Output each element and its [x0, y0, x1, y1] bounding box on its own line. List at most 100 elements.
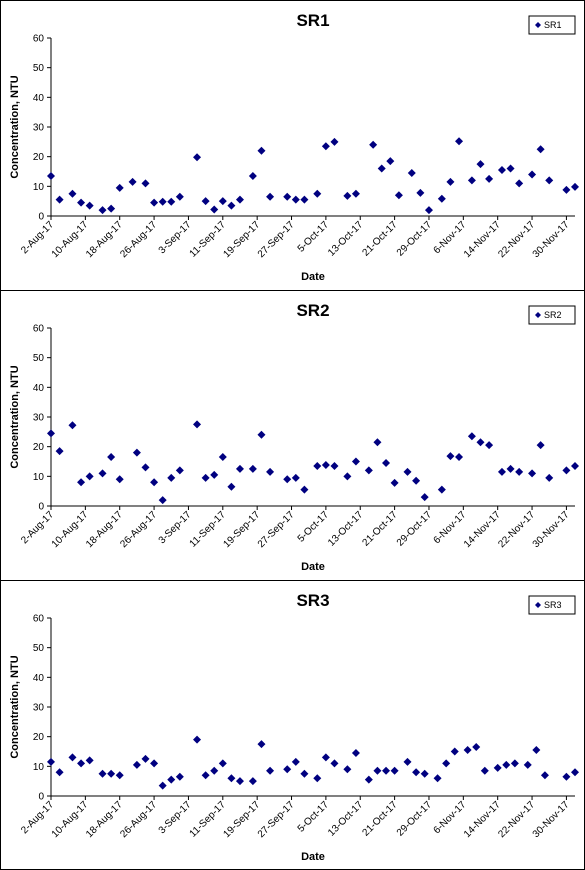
data-point [300, 195, 309, 204]
data-point [510, 759, 519, 768]
data-point [85, 756, 94, 765]
x-axis-label: Date [301, 271, 325, 283]
data-point [210, 205, 219, 214]
data-point [150, 198, 159, 207]
data-point [175, 466, 184, 475]
data-point [343, 472, 352, 481]
data-point [321, 142, 330, 151]
data-point [515, 179, 524, 188]
data-point [141, 754, 150, 763]
legend-marker [535, 22, 541, 28]
data-point [437, 485, 446, 494]
data-point [77, 198, 86, 207]
chart-title: SR2 [296, 301, 329, 320]
data-point [424, 206, 433, 215]
x-tick-label: 27-Sep-17 [256, 509, 297, 550]
data-point [283, 475, 292, 484]
data-point [343, 191, 352, 200]
data-point [227, 482, 236, 491]
data-point [321, 461, 330, 470]
y-axis-label: Concentration, NTU [9, 655, 21, 758]
data-point [528, 469, 537, 478]
data-point [150, 478, 159, 487]
x-tick-label: 26-Aug-17 [118, 219, 159, 260]
data-point [158, 496, 167, 505]
data-point [545, 176, 554, 185]
data-point [382, 766, 391, 775]
legend-marker [535, 312, 541, 318]
data-point [235, 464, 244, 473]
y-tick-label: 10 [33, 762, 45, 773]
chart-panel-sr2: SR2 0 10 20 30 40 50 60 2-Aug-17 10-Aug-17 18-Aug-… [0, 290, 585, 581]
data-point [472, 743, 481, 752]
x-tick-label: 26-Aug-17 [118, 509, 159, 550]
data-point [158, 781, 167, 790]
y-tick-label: 50 [33, 353, 45, 364]
data-point [330, 461, 339, 470]
data-point [77, 478, 86, 487]
data-point [390, 478, 399, 487]
data-point [528, 170, 537, 179]
x-tick-label: 13-Oct-17 [326, 219, 366, 259]
data-point [248, 464, 257, 473]
data-point [175, 772, 184, 781]
data-point [536, 441, 545, 450]
data-point [283, 192, 292, 201]
data-point [68, 189, 77, 198]
data-point [55, 447, 64, 456]
data-point [455, 137, 464, 146]
y-axis-label: Concentration, NTU [9, 365, 21, 468]
data-point [115, 771, 124, 780]
data-point [128, 177, 137, 186]
legend-label: SR3 [544, 600, 562, 610]
data-point [85, 201, 94, 210]
data-point [351, 189, 360, 198]
data-point [248, 171, 257, 180]
y-tick-label: 0 [38, 792, 44, 803]
data-point [107, 204, 116, 213]
x-tick-label: 26-Aug-17 [118, 799, 159, 840]
data-point [266, 766, 275, 775]
data-point [343, 765, 352, 774]
y-tick-label: 40 [33, 93, 45, 104]
data-point [416, 188, 425, 197]
y-tick-label: 40 [33, 673, 45, 684]
x-tick-label: 21-Oct-17 [361, 799, 401, 839]
data-point [300, 769, 309, 778]
data-point [158, 197, 167, 206]
data-point [218, 759, 227, 768]
x-tick-label: 27-Sep-17 [256, 219, 297, 260]
x-tick-label: 21-Oct-17 [361, 219, 401, 259]
data-point [433, 774, 442, 783]
data-point [77, 759, 86, 768]
data-point [386, 157, 395, 166]
data-point [55, 195, 64, 204]
data-point [227, 201, 236, 210]
data-point [98, 469, 107, 478]
data-point [218, 453, 227, 462]
data-point [377, 164, 386, 173]
data-point [351, 748, 360, 757]
data-point [47, 171, 55, 180]
x-tick-label: 5-Oct-17 [296, 799, 332, 835]
chart-sr2: SR201020304050602-Aug-1710-Aug-1718-Aug-… [9, 301, 579, 573]
data-point [455, 453, 464, 462]
data-point [412, 768, 421, 777]
data-point [403, 467, 412, 476]
y-tick-label: 20 [33, 442, 45, 453]
x-tick-label: 27-Sep-17 [256, 799, 297, 840]
data-point [201, 197, 210, 206]
data-point [382, 458, 391, 467]
data-point [463, 746, 472, 755]
data-point [201, 473, 210, 482]
data-point [257, 146, 266, 155]
data-point [55, 768, 64, 777]
data-point [257, 740, 266, 749]
x-tick-label: 29-Oct-17 [395, 799, 435, 839]
data-point [467, 432, 476, 441]
chart-title: SR1 [296, 11, 329, 30]
y-tick-label: 60 [33, 324, 45, 335]
data-point [394, 191, 403, 200]
y-tick-label: 50 [33, 643, 45, 654]
data-point [403, 757, 412, 766]
